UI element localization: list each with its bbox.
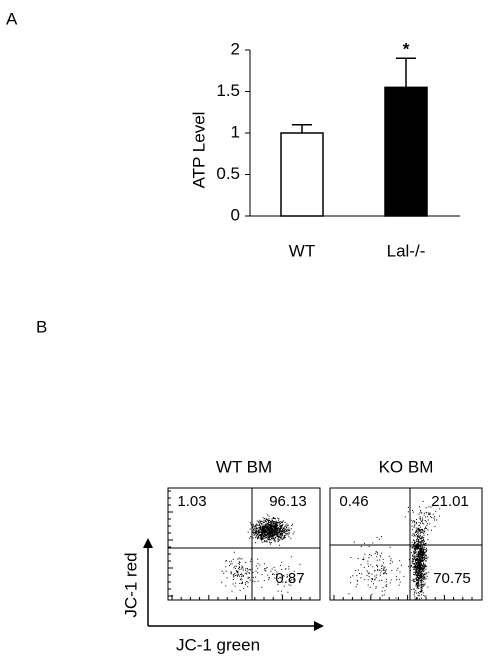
plot-frame: [167, 487, 321, 601]
y-tick-label: 1: [231, 122, 240, 141]
quadrant-value: 96.13: [269, 493, 307, 510]
x-tick-label: WT: [289, 241, 315, 260]
flow-x-label: JC-1 green: [176, 635, 260, 654]
y-tick-label: 1.5: [216, 81, 240, 100]
x-tick-label: Lal-/-: [387, 241, 426, 260]
bar: [280, 132, 324, 217]
dots: [247, 514, 295, 546]
quadrant-value: 1.03: [177, 493, 206, 510]
panel-label: B: [36, 317, 47, 336]
quadrant-value: 21.01: [431, 493, 469, 510]
y-tick-label: 0: [231, 205, 240, 224]
flow-y-label: JC-1 red: [121, 552, 140, 617]
arrow-head: [143, 538, 153, 548]
dots: [408, 516, 429, 600]
quadrant-value: 0.87: [275, 570, 304, 587]
plot-title: WT BM: [216, 457, 272, 476]
y-axis-label: ATP Level: [189, 112, 208, 189]
y-tick-label: 0.5: [216, 164, 240, 183]
y-tick-label: 2: [231, 39, 240, 58]
plot-title: KO BM: [379, 457, 434, 476]
dots: [348, 536, 411, 599]
dots: [221, 551, 261, 592]
bar: [384, 86, 428, 217]
plot-frame: [329, 487, 483, 601]
dots: [404, 500, 441, 538]
annotation: *: [403, 39, 410, 58]
arrow-head: [314, 621, 324, 631]
quadrant-value: 70.75: [433, 570, 471, 587]
quadrant-value: 0.46: [339, 493, 368, 510]
panel-label: A: [6, 9, 18, 28]
